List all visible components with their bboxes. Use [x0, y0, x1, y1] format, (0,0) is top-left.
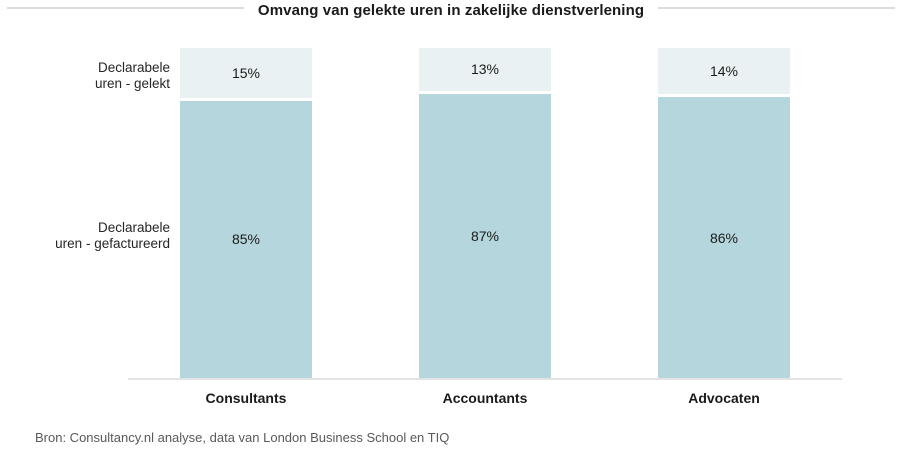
stacked-bar-consultants: 15% 85% — [180, 48, 312, 378]
segment-gelekt-consultants: 15% — [180, 48, 312, 98]
category-label-advocaten: Advocaten — [688, 390, 760, 406]
stacked-bar-accountants: 13% 87% — [419, 48, 551, 378]
value-label-gelekt-advocaten: 14% — [709, 63, 739, 80]
series-label-gefactureerd: Declarabele uren - gefactureerd — [55, 220, 170, 251]
x-axis-line — [128, 378, 842, 380]
chart-title: Omvang van gelekte uren in zakelijke die… — [257, 2, 645, 19]
value-label-gefactureerd-advocaten: 86% — [709, 229, 739, 246]
bars-container: 15% 85% 13% 87% 14% 86% — [180, 48, 790, 378]
value-label-gefactureerd-accountants: 87% — [470, 227, 500, 244]
category-label-consultants: Consultants — [205, 390, 287, 406]
stacked-bar-advocaten: 14% 86% — [658, 48, 790, 378]
series-label-gelekt: Declarabele uren - gelekt — [94, 60, 170, 91]
value-label-gelekt-accountants: 13% — [470, 61, 500, 78]
segment-gefactureerd-accountants: 87% — [419, 93, 551, 378]
category-label-accountants: Accountants — [442, 390, 528, 406]
segment-gefactureerd-consultants: 85% — [180, 100, 312, 378]
value-label-gelekt-consultants: 15% — [231, 64, 261, 81]
category-labels: Consultants Accountants Advocaten — [180, 390, 790, 406]
segment-gelekt-advocaten: 14% — [658, 48, 790, 95]
segment-gelekt-accountants: 13% — [419, 48, 551, 91]
chart-header: Omvang van gelekte uren in zakelijke die… — [7, 0, 896, 21]
header-rule-left — [7, 6, 244, 9]
segment-gefactureerd-advocaten: 86% — [658, 97, 790, 378]
header-rule-right — [658, 6, 896, 9]
value-label-gefactureerd-consultants: 85% — [231, 231, 261, 248]
source-note: Bron: Consultancy.nl analyse, data van L… — [35, 430, 450, 445]
